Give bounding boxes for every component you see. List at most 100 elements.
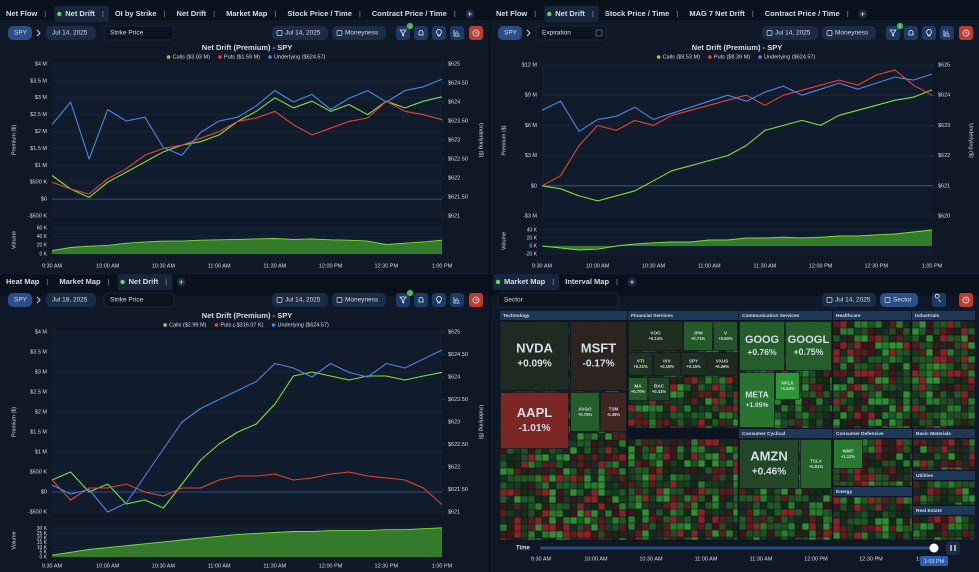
ticker-pill-bg[interactable] [8,293,32,307]
tile[interactable] [628,377,648,401]
tab-label[interactable]: OI by Strike [115,9,157,18]
tile[interactable] [785,321,832,371]
mode-pill[interactable]: Moneyness [835,30,869,37]
icon-button[interactable] [396,26,410,40]
tab-label[interactable]: MAG 7 Net Drift [689,9,745,18]
tab-label[interactable]: Contract Price / Time [765,9,840,18]
date-pill[interactable]: Jul 18, 2025 [52,297,88,304]
tab-bg[interactable] [54,6,109,22]
tile[interactable] [739,439,799,489]
time-track[interactable] [540,546,930,550]
tile[interactable] [570,321,627,391]
tab-label[interactable]: Net Flow [496,9,527,18]
sector-header[interactable] [500,311,627,320]
sector-header[interactable] [833,311,911,320]
tile[interactable] [628,321,683,351]
search-placeholder[interactable]: Expiration [542,30,571,37]
mode-pill[interactable]: Moneyness [345,30,379,37]
tile[interactable] [800,439,832,489]
tile[interactable] [500,321,569,391]
date-pill[interactable]: Jul 14, 2025 [52,30,88,37]
sector-label[interactable]: Basic Materials [916,431,951,437]
mode-pill-bg[interactable] [822,26,876,40]
tile[interactable] [653,352,681,376]
date-pill[interactable]: Jul 14, 2025 [835,297,871,304]
time-thumb[interactable] [929,543,939,553]
ticker-pill-bg[interactable] [8,26,32,40]
date-pill[interactable]: Jul 14, 2025 [285,297,321,304]
date-pill-bg[interactable] [46,293,96,307]
tab-bg[interactable] [117,274,173,290]
sector-label[interactable]: Utilities [916,473,934,479]
date-pill-bg[interactable] [762,26,818,40]
sector-header[interactable] [739,429,832,438]
search-placeholder[interactable]: Sector [504,297,524,304]
tab-label[interactable]: Net Drift [177,9,207,18]
icon-button[interactable] [904,26,918,40]
search-box[interactable] [535,25,607,41]
date-pill-bg[interactable] [272,293,328,307]
mode-pill-bg[interactable] [332,293,386,307]
ticker-pill[interactable]: SPY [14,297,28,304]
tab-label[interactable]: Contract Price / Time [372,9,447,18]
date-pill-bg[interactable] [46,26,96,40]
sector-label[interactable]: Technology [503,313,530,319]
search-placeholder[interactable]: Strike Price [110,30,144,37]
tile[interactable] [628,352,653,376]
sector-label[interactable]: Real Estate [916,508,942,514]
sector-label[interactable]: Consumer Cyclical [742,431,785,437]
tile[interactable] [739,321,785,371]
date-pill[interactable]: Jul 14, 2025 [285,30,321,37]
tab-label[interactable]: Interval Map [565,277,609,286]
pause-button[interactable] [946,541,960,555]
sector-label[interactable]: Healthcare [836,313,861,319]
sector-header[interactable] [913,506,975,515]
mode-pill[interactable]: Sector [893,297,913,304]
sector-label[interactable]: Industrials [915,313,940,319]
mode-pill-bg[interactable] [332,26,386,40]
tile[interactable] [681,352,706,376]
sector-header[interactable] [913,471,975,480]
sector-label[interactable]: Communication Services [742,313,800,319]
sector-header[interactable] [913,429,975,438]
tab-label[interactable]: Stock Price / Time [287,9,351,18]
tab-label[interactable]: Heat Map [6,277,40,286]
tile[interactable] [713,321,738,351]
sector-header[interactable] [912,311,975,320]
tab-label[interactable]: Net Drift [129,277,159,286]
date-pill-bg[interactable] [272,26,328,40]
tab-label[interactable]: Market Map [504,277,546,286]
date-pill[interactable]: Jul 14, 2025 [775,30,811,37]
sector-label[interactable]: Energy [836,489,853,495]
tile[interactable] [706,352,738,376]
search-box[interactable] [497,292,619,308]
icon-button[interactable] [414,26,428,40]
ticker-pill[interactable]: SPY [14,30,28,37]
tab-label[interactable]: Stock Price / Time [605,9,669,18]
tab-label[interactable]: Market Map [226,9,268,18]
ticker-pill[interactable]: SPY [504,30,518,37]
tab-label[interactable]: Net Drift [555,9,585,18]
tab-bg[interactable] [544,6,599,22]
tile[interactable] [775,372,800,400]
icon-button[interactable] [396,293,410,307]
icon-button[interactable] [432,293,446,307]
icon-button[interactable] [414,293,428,307]
sector-label[interactable]: Consumer Defensive [836,431,884,437]
tab-label[interactable]: Market Map [59,277,101,286]
icon-button[interactable] [922,26,936,40]
tile[interactable] [648,377,670,401]
icon-button[interactable] [886,26,900,40]
tile[interactable] [739,372,775,428]
date-pill-bg[interactable] [822,293,876,307]
tab-label[interactable]: Net Drift [65,9,95,18]
tab-bg[interactable] [493,274,560,290]
tab-label[interactable]: Net Flow [6,9,37,18]
sector-header[interactable] [833,429,912,438]
tile[interactable] [683,321,713,351]
tile[interactable] [570,392,600,432]
sector-label[interactable]: Financial Services [631,313,673,319]
icon-button[interactable] [432,26,446,40]
sector-header[interactable] [833,487,912,496]
sector-header[interactable] [739,311,832,320]
